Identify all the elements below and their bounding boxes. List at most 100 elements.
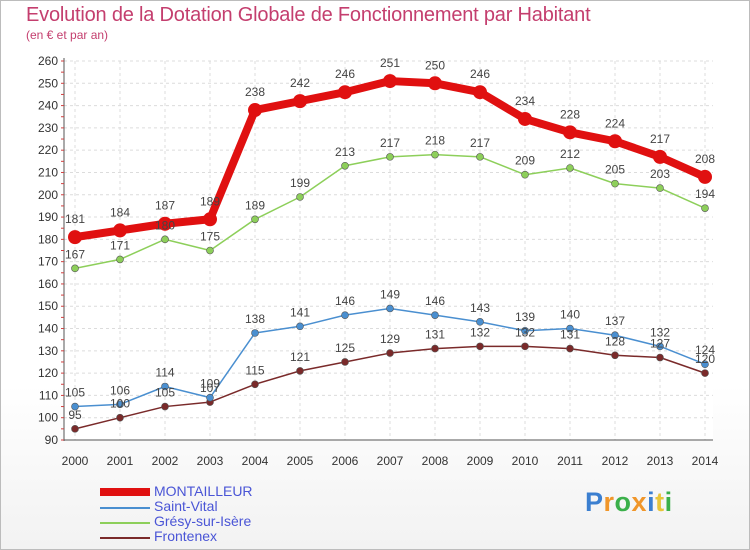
data-label: 224: [605, 116, 625, 130]
data-point: [203, 212, 217, 227]
data-point: [296, 367, 304, 375]
y-tick-label: 260: [38, 54, 58, 68]
x-tick-label: 2005: [287, 454, 314, 468]
data-label: 129: [380, 332, 400, 346]
data-label: 132: [650, 325, 670, 339]
x-tick-label: 2004: [242, 454, 269, 468]
data-point: [161, 402, 169, 411]
x-tick-label: 2008: [422, 454, 449, 468]
data-label: 124: [695, 343, 715, 357]
data-point: [701, 204, 709, 212]
data-point: [71, 425, 79, 433]
data-label: 238: [245, 85, 265, 99]
y-tick-label: 200: [38, 188, 58, 202]
data-label: 106: [110, 383, 130, 397]
data-point: [431, 150, 439, 159]
logo-letter: i: [647, 487, 656, 517]
data-label: 246: [335, 67, 355, 81]
data-label: 217: [470, 136, 490, 150]
legend-label: Frontenex: [154, 528, 218, 544]
data-label: 138: [245, 312, 265, 326]
legend-swatch-gresy: [100, 522, 150, 524]
data-label: 100: [110, 397, 130, 411]
data-point: [656, 342, 664, 351]
data-point: [521, 170, 529, 179]
data-point: [431, 311, 439, 319]
data-label: 137: [605, 314, 625, 328]
legend-swatch-frontenex: [100, 537, 150, 539]
data-label: 127: [650, 337, 670, 351]
x-tick-label: 2001: [107, 454, 134, 468]
data-point: [116, 400, 124, 409]
x-tick-label: 2011: [557, 454, 583, 468]
data-point: [521, 342, 529, 351]
proxiti-logo: Proxiti: [585, 487, 673, 518]
logo-letter: r: [603, 487, 615, 517]
data-label: 187: [155, 199, 175, 213]
data-point: [476, 342, 484, 351]
data-point: [473, 85, 487, 100]
data-point: [341, 358, 349, 366]
data-point: [656, 184, 664, 192]
logo-letter: o: [614, 487, 632, 517]
data-point: [116, 255, 124, 264]
data-label: 234: [515, 94, 535, 108]
data-label: 141: [290, 305, 310, 319]
data-point: [161, 235, 169, 244]
data-label: 217: [650, 132, 670, 146]
data-point: [341, 161, 349, 170]
data-label: 95: [68, 408, 82, 422]
data-point: [566, 344, 574, 353]
data-point: [611, 179, 619, 188]
data-point: [428, 76, 442, 91]
data-point: [608, 134, 622, 149]
data-label: 139: [515, 310, 535, 324]
data-label: 205: [605, 163, 625, 177]
x-tick-label: 2003: [197, 454, 224, 468]
data-label: 199: [290, 176, 310, 190]
y-tick-label: 120: [38, 366, 58, 380]
data-label: 217: [380, 136, 400, 150]
data-point: [386, 304, 394, 313]
logo-letter: P: [585, 487, 604, 517]
data-point: [698, 169, 712, 184]
y-tick-label: 90: [45, 433, 59, 447]
data-label: 132: [515, 325, 535, 339]
x-tick-label: 2012: [602, 454, 629, 468]
x-tick-label: 2002: [152, 454, 179, 468]
legend-label: Saint-Vital: [154, 498, 218, 514]
chart-subtitle: (en € et par an): [26, 28, 109, 42]
data-label: 131: [425, 328, 445, 342]
data-point: [296, 193, 304, 201]
data-label: 184: [110, 205, 130, 219]
data-label: 128: [605, 334, 625, 348]
data-point: [611, 331, 619, 340]
data-point: [431, 344, 439, 353]
data-point: [113, 223, 127, 238]
data-label: 189: [200, 194, 220, 208]
x-tick-label: 2013: [647, 454, 674, 468]
data-label: 105: [65, 386, 85, 400]
legend-swatch-saint-vital: [100, 507, 150, 509]
data-point: [563, 125, 577, 140]
data-point: [611, 351, 619, 360]
data-label: 209: [515, 154, 535, 168]
y-tick-label: 190: [38, 210, 58, 224]
x-tick-label: 2010: [512, 454, 539, 468]
data-point: [68, 230, 82, 245]
y-tick-label: 240: [38, 99, 58, 113]
x-tick-label: 2006: [332, 454, 359, 468]
y-tick-label: 160: [38, 277, 58, 291]
data-label: 140: [560, 308, 580, 322]
data-point: [71, 402, 79, 411]
data-point: [251, 380, 259, 389]
data-label: 175: [200, 230, 220, 244]
legend-label: Grésy-sur-Isère: [154, 513, 252, 529]
data-point: [251, 215, 259, 224]
data-point: [296, 322, 304, 331]
y-tick-label: 220: [38, 143, 58, 157]
legend-label: MONTAILLEUR: [154, 483, 253, 499]
data-label: 167: [65, 247, 85, 261]
data-point: [653, 149, 667, 164]
data-label: 125: [335, 341, 355, 355]
